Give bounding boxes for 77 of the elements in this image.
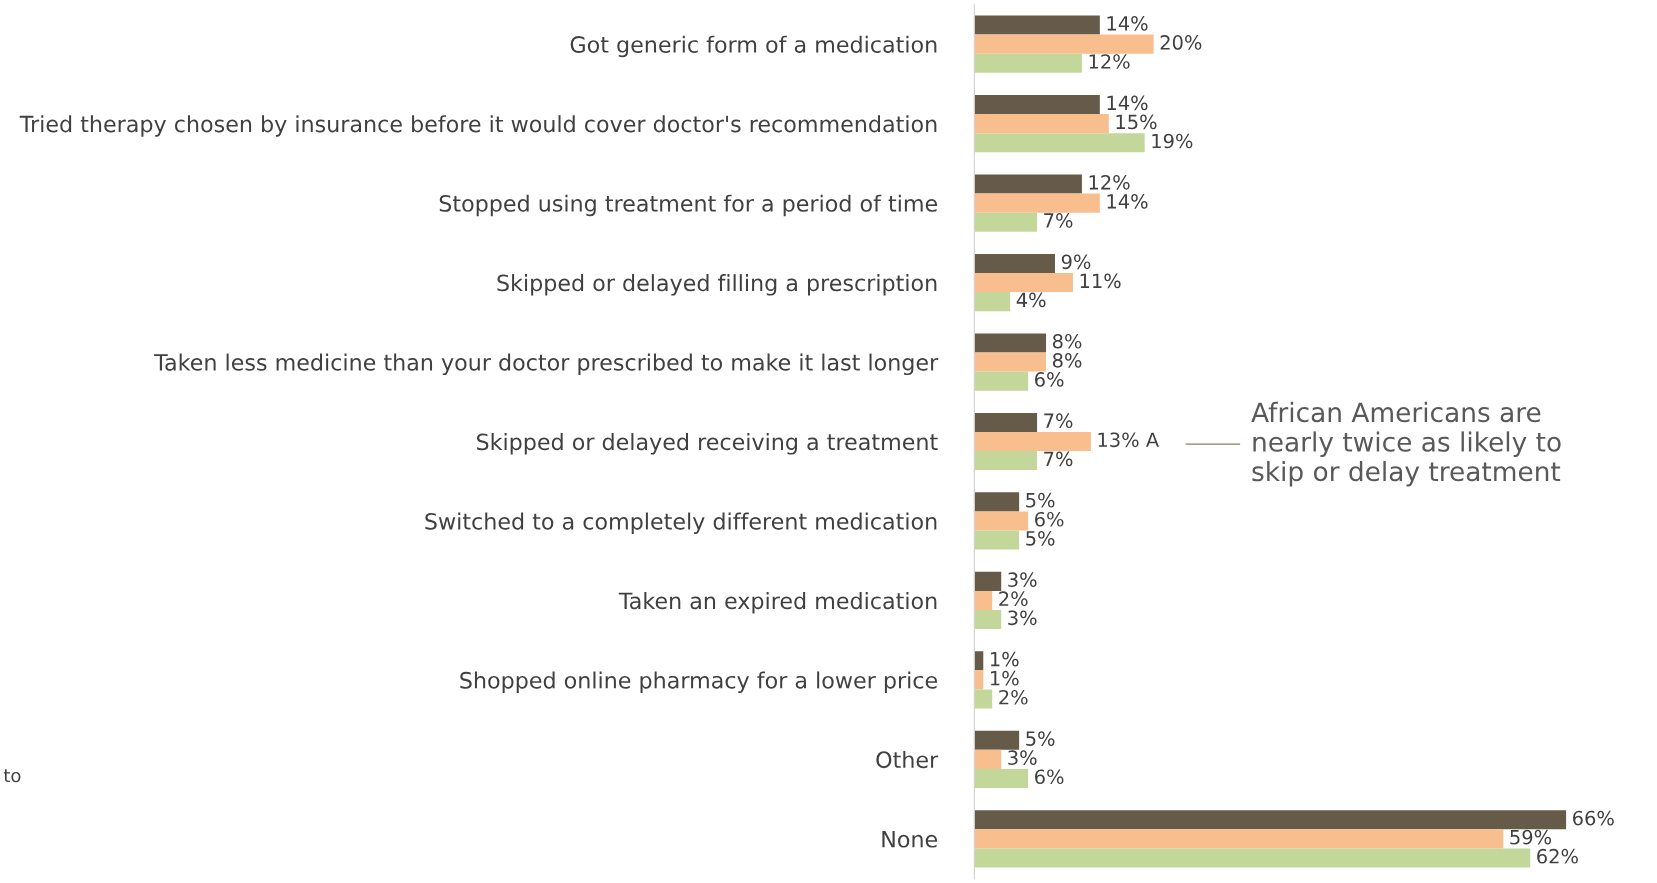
bar <box>974 273 1073 293</box>
y-tick-label: Taken less medicine than your doctor prescribed to make it last longer <box>154 353 939 376</box>
bar <box>974 609 1002 630</box>
data-label: 19% <box>1152 133 1193 149</box>
bar <box>974 34 1154 54</box>
bar <box>974 571 1002 591</box>
y-tick-label: Other <box>876 750 939 769</box>
data-label: 12% <box>1089 174 1130 190</box>
data-label: 12% <box>1089 54 1130 69</box>
data-label: 7% <box>1044 413 1073 429</box>
bar <box>974 253 1056 274</box>
bar <box>974 768 1029 788</box>
bar <box>974 511 1029 531</box>
data-label: 6% <box>1035 372 1064 387</box>
y-tick-label: Skipped or delayed receiving a treatment <box>477 433 938 455</box>
data-label: 9% <box>1061 254 1091 270</box>
data-label: 3% <box>1008 610 1037 626</box>
y-tick-label: Tried therapy chosen by insurance before it would cover doctor's recommendation <box>19 115 937 137</box>
data-label: 20% <box>1160 35 1202 50</box>
data-label: 6% <box>1035 511 1064 527</box>
data-label: 8% <box>1052 352 1082 368</box>
data-label: 1% <box>990 670 1019 686</box>
bar <box>974 848 1531 868</box>
bar <box>974 95 1100 115</box>
y-tick-label: Switched to a completely different medication <box>425 512 937 535</box>
bar <box>974 590 993 610</box>
bar <box>974 530 1020 550</box>
bar <box>974 174 1082 194</box>
bar <box>974 15 1100 35</box>
data-label: 14% <box>1107 95 1148 111</box>
bar <box>974 193 1100 213</box>
bar <box>974 810 1567 830</box>
bar <box>974 829 1504 849</box>
y-tick-label: Taken an expired medication <box>618 592 937 614</box>
data-label: 3% <box>1008 750 1037 766</box>
bar <box>974 689 993 709</box>
data-label: 3% <box>1008 572 1037 588</box>
data-label: 15% <box>1116 114 1157 130</box>
bar <box>974 53 1082 73</box>
bar <box>974 292 1011 312</box>
data-label: 59% <box>1510 829 1552 845</box>
annotation: African Americans are nearly twice as likely to skip or delay treatment <box>1251 401 1561 487</box>
data-label: 8% <box>1052 333 1082 349</box>
y-tick-label: Skipped or delayed filling a prescription <box>497 274 937 296</box>
data-label: 66% <box>1573 810 1614 826</box>
bar <box>974 451 1038 471</box>
bar <box>974 333 1047 353</box>
y-tick-label: Shopped online pharmacy for a lower price <box>460 671 938 693</box>
bar <box>974 412 1038 432</box>
data-label: 11% <box>1080 273 1121 289</box>
bar <box>974 730 1020 750</box>
data-label: 62% <box>1537 848 1578 864</box>
bar <box>974 431 1091 452</box>
data-label: 5% <box>1026 731 1055 746</box>
data-label: 14% <box>1107 194 1148 209</box>
data-label: 2% <box>999 591 1028 607</box>
data-label: 6% <box>1035 769 1064 785</box>
y-tick-label: Stopped using treatment for a period of time <box>439 194 938 217</box>
data-label: 14% <box>1107 16 1148 31</box>
bar <box>974 371 1029 391</box>
data-label: 5% <box>1026 492 1055 508</box>
bar <box>974 749 1002 769</box>
bar <box>974 114 1109 134</box>
text: to <box>3 769 21 783</box>
data-label: 13% A <box>1098 432 1159 448</box>
data-label: 7% <box>1044 451 1073 467</box>
data-label: 4% <box>1016 292 1046 308</box>
bar <box>974 133 1145 153</box>
bar <box>974 212 1038 232</box>
data-label: 1% <box>990 651 1019 667</box>
bar <box>974 492 1020 512</box>
y-tick-label: None <box>882 831 938 848</box>
data-label: 2% <box>999 689 1028 705</box>
data-label: 5% <box>1026 530 1055 546</box>
bar <box>974 352 1047 372</box>
y-tick-label: Got generic form of a medication <box>570 35 937 58</box>
data-label: 7% <box>1044 213 1073 228</box>
